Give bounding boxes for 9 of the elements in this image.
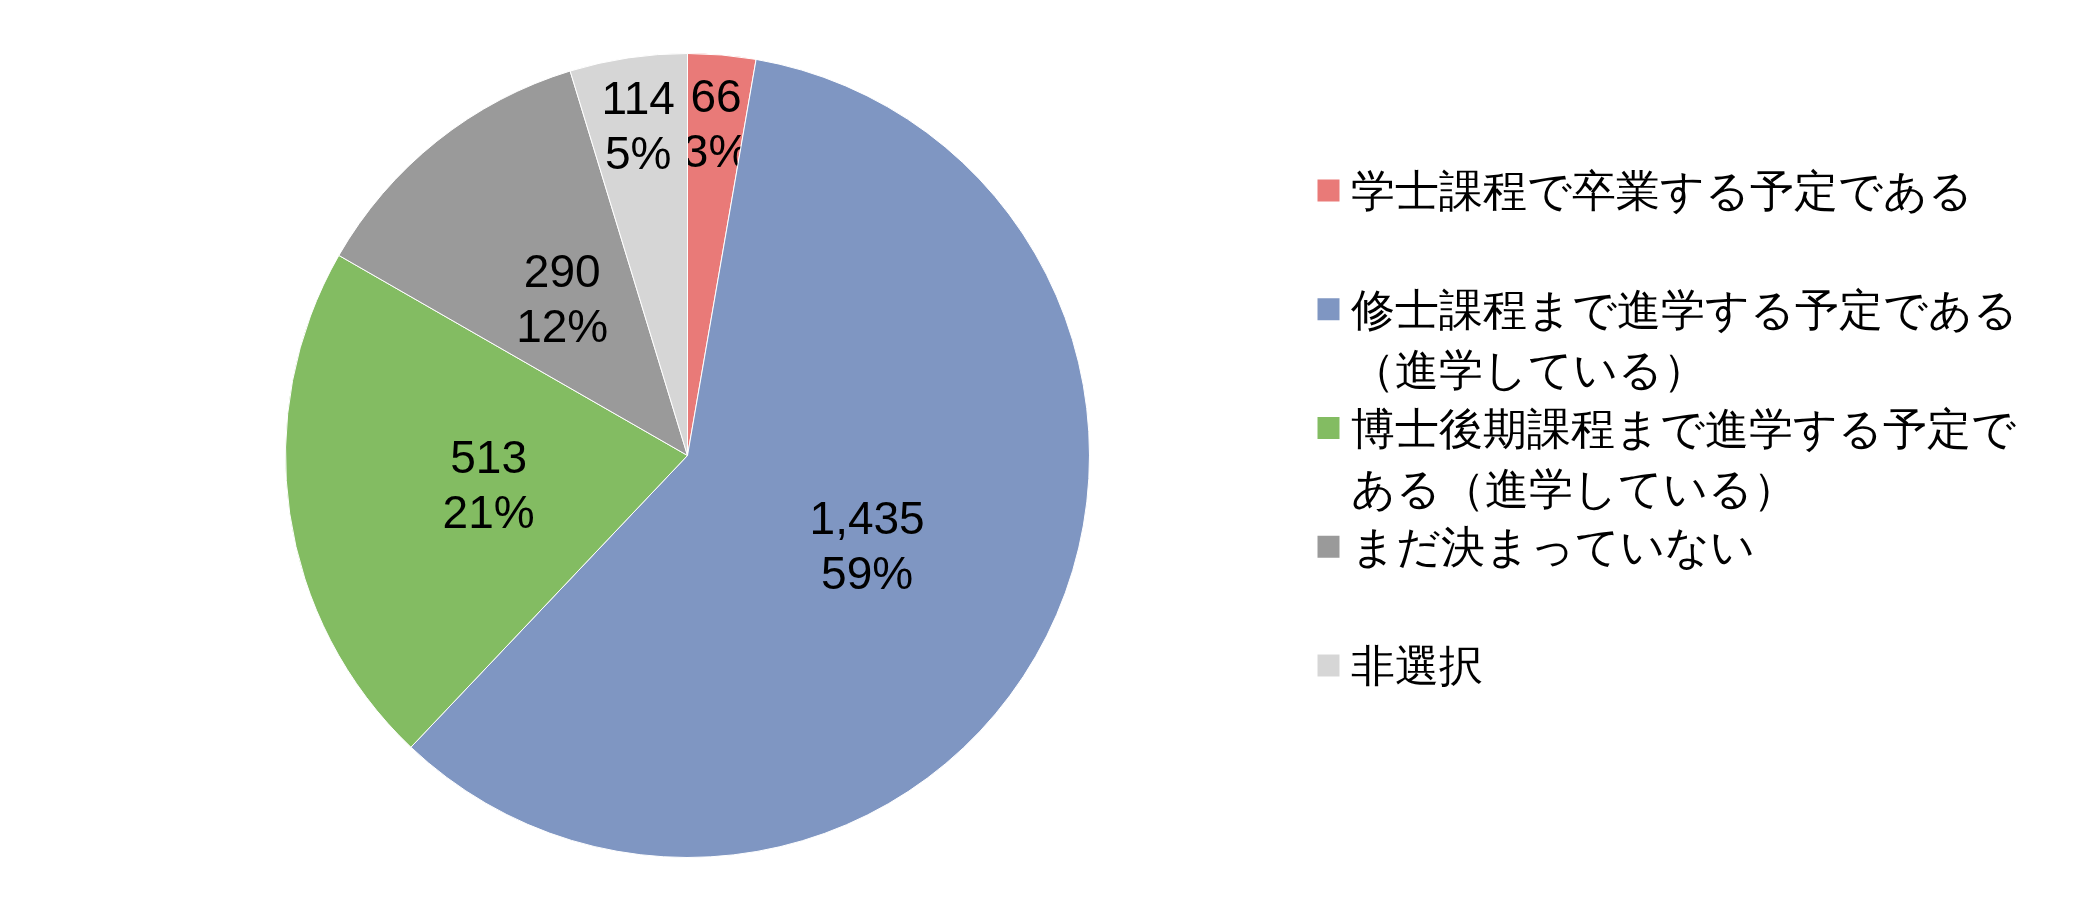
- legend-label: 学士課程で卒業する予定である: [1350, 165, 1973, 216]
- data-label: 114 5%: [601, 71, 675, 179]
- data-label: 513 21%: [442, 431, 535, 539]
- legend-label: まだ決まっていない: [1350, 521, 1755, 573]
- legend-label: 非選択: [1350, 640, 1483, 691]
- legend-label: 博士後期課程まで進学する予定である（進学している）: [1350, 402, 2016, 514]
- data-label: 1,435 59%: [809, 492, 925, 600]
- legend-label: 修士課程まで進学する予定である（進学している）: [1350, 283, 2018, 395]
- data-label: 290 12%: [516, 244, 609, 352]
